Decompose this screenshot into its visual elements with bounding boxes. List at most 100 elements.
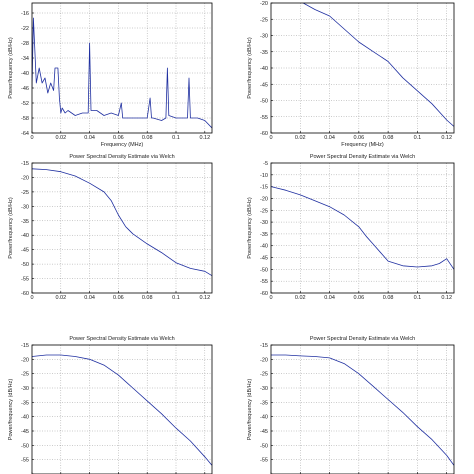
y-tick-label: -35 — [260, 50, 268, 56]
psd-panel-4: Power Spectral Density Estimate via Welc… — [247, 154, 455, 301]
y-tick-label: -40 — [260, 66, 268, 72]
y-axis-label: Power/frequency (dB/Hz) — [247, 37, 253, 99]
y-tick-label: -40 — [21, 233, 29, 239]
y-tick-label: -15 — [21, 343, 29, 349]
psd-panel-1: 0 0.02 0.04 0.06 0.08 0.1 0.12 -16 -22 -28 -34 -40 -… — [8, 2, 213, 148]
x-tick-label: 0 — [30, 135, 33, 141]
y-tick-label: -25 — [260, 17, 268, 23]
y-tick-label: -20 — [21, 175, 29, 181]
y-tick-label: -60 — [260, 291, 268, 297]
y-tick-label: -55 — [260, 115, 268, 121]
y-tick-label: -45 — [21, 429, 29, 435]
y-tick-label: -30 — [21, 386, 29, 392]
y-tick-label: -40 — [21, 415, 29, 421]
y-tick-label: -50 — [260, 99, 268, 105]
x-tick-label: 0.02 — [295, 135, 306, 141]
y-tick-label: -58 — [21, 116, 29, 122]
plot-frame — [270, 162, 455, 294]
y-axis-label: Power/frequency (dB/Hz) — [8, 37, 14, 99]
y-tick-label: -55 — [260, 458, 268, 464]
x-tick-label: 0.1 — [172, 135, 180, 141]
y-axis-label: Power/frequency (dB/Hz) — [247, 379, 253, 441]
x-tick-label: 0.1 — [414, 135, 422, 141]
y-tick-label: -30 — [260, 220, 268, 226]
psd-series-line — [32, 354, 212, 466]
y-tick-label: -15 — [21, 161, 29, 167]
y-tick-label: -25 — [260, 208, 268, 214]
x-tick-label: 0.08 — [383, 295, 394, 301]
psd-series-line — [271, 186, 454, 270]
x-tick-label: 0 — [269, 295, 272, 301]
x-tick-label: 0.02 — [295, 295, 306, 301]
x-tick-label: 0 — [30, 295, 33, 301]
x-tick-label: 0.06 — [113, 295, 124, 301]
y-tick-label: -20 — [260, 196, 268, 202]
y-tick-label: -25 — [21, 190, 29, 196]
x-tick-label: 0 — [269, 135, 272, 141]
y-tick-label: -40 — [260, 244, 268, 250]
y-tick-label: -25 — [21, 372, 29, 378]
y-tick-label: -20 — [260, 357, 268, 363]
y-tick-label: -60 — [260, 131, 268, 137]
y-tick-label: -50 — [260, 443, 268, 449]
x-tick-label: 0.02 — [55, 135, 66, 141]
y-tick-label: -30 — [260, 386, 268, 392]
x-tick-label: 0.06 — [353, 295, 364, 301]
plot-frame — [31, 162, 213, 294]
y-tick-label: -45 — [260, 256, 268, 262]
y-tick-label: -35 — [260, 232, 268, 238]
x-tick-label: 0.04 — [324, 295, 335, 301]
y-tick-label: -55 — [21, 458, 29, 464]
y-axis-label: Power/frequency (dB/Hz) — [8, 379, 14, 441]
y-tick-label: -5 — [263, 161, 268, 167]
plot-frame — [270, 2, 455, 134]
y-tick-label: -60 — [21, 291, 29, 297]
y-tick-label: -35 — [21, 219, 29, 225]
psd-panel-6: Power Spectral Density Estimate via Welc… — [247, 336, 455, 474]
y-tick-label: -30 — [260, 34, 268, 40]
y-axis-label: Power/frequency (dB/Hz) — [247, 197, 253, 259]
psd-panel-2: 0 0.02 0.04 0.06 0.08 0.1 0.12 -20 -25 -30 -35 -40 -… — [247, 1, 455, 148]
psd-series-line — [32, 168, 212, 277]
y-tick-label: -22 — [21, 26, 29, 32]
y-tick-label: -40 — [21, 71, 29, 77]
chart-title: Power Spectral Density Estimate via Welc… — [310, 336, 415, 342]
x-tick-label: 0.08 — [142, 295, 153, 301]
x-tick-label: 0.12 — [441, 135, 452, 141]
x-tick-label: 0.1 — [414, 295, 422, 301]
x-tick-label: 0.1 — [172, 295, 180, 301]
y-tick-label: -40 — [260, 415, 268, 421]
x-tick-label: 0.12 — [441, 295, 452, 301]
x-tick-label: 0.12 — [199, 135, 210, 141]
plot-frame — [270, 344, 455, 474]
x-tick-label: 0.06 — [113, 135, 124, 141]
y-tick-label: -55 — [21, 277, 29, 283]
y-tick-label: -34 — [21, 56, 29, 62]
y-tick-label: -20 — [21, 357, 29, 363]
y-tick-label: -30 — [21, 204, 29, 210]
psd-series-line — [271, 354, 454, 466]
x-axis-label: Frequency (MHz) — [341, 142, 384, 148]
x-tick-label: 0.02 — [55, 295, 66, 301]
chart-title: Power Spectral Density Estimate via Welc… — [69, 154, 174, 160]
psd-series-line — [302, 3, 454, 127]
x-tick-label: 0.04 — [324, 135, 335, 141]
psd-panel-3: Power Spectral Density Estimate via Welc… — [8, 154, 213, 301]
y-tick-label: -45 — [21, 248, 29, 254]
y-tick-label: -46 — [21, 86, 29, 92]
y-tick-label: -55 — [260, 279, 268, 285]
y-tick-label: -15 — [260, 185, 268, 191]
psd-series-line — [32, 17, 212, 129]
y-tick-label: -45 — [260, 82, 268, 88]
y-tick-label: -50 — [260, 267, 268, 273]
y-tick-label: -28 — [21, 41, 29, 47]
y-tick-label: -52 — [21, 101, 29, 107]
x-axis-label: Frequency (MHz) — [101, 142, 144, 148]
x-tick-label: 0.06 — [353, 135, 364, 141]
x-tick-label: 0.12 — [199, 295, 210, 301]
y-tick-label: -20 — [260, 1, 268, 7]
x-tick-label: 0.04 — [84, 135, 95, 141]
x-tick-label: 0.08 — [142, 135, 153, 141]
y-tick-label: -16 — [21, 11, 29, 17]
